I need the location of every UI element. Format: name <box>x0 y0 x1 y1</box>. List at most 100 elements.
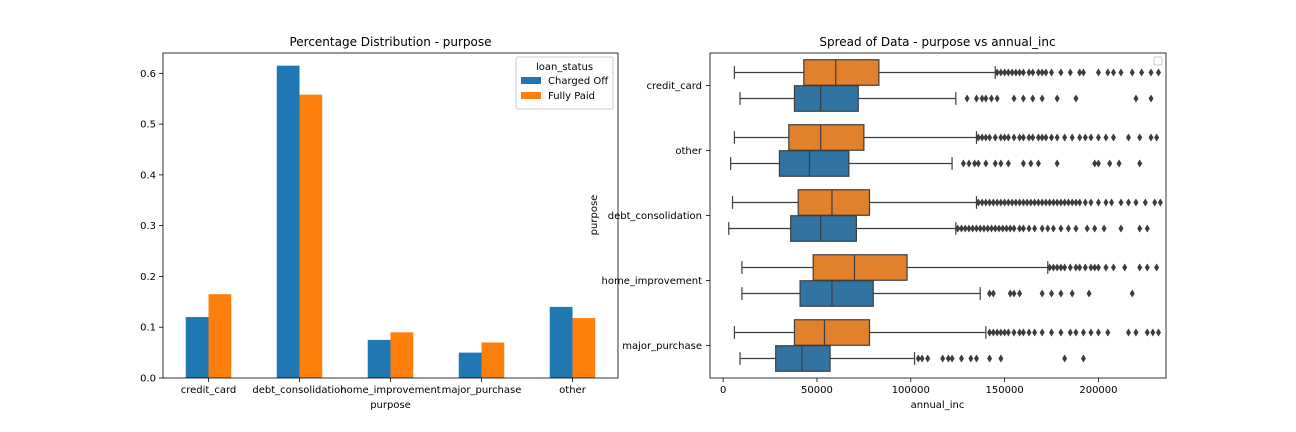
box-home_improvement-fully-paid-outlier <box>1073 263 1079 272</box>
box-debt_consolidation-fully-paid-outlier <box>1103 198 1109 207</box>
box-other-charged-off-outlier <box>1054 159 1060 168</box>
box-other-fully-paid-outlier <box>1039 133 1045 142</box>
box-chart-title: Spread of Data - purpose vs annual_inc <box>819 35 1055 49</box>
box-major_purchase-fully-paid-outlier <box>1088 328 1094 337</box>
box-debt_consolidation-charged-off-outlier <box>1101 224 1107 233</box>
box-major_purchase-charged-off-outlier <box>958 354 964 363</box>
box-credit_card-fully-paid-outlier <box>1020 68 1026 77</box>
box-other-fully-paid-outlier <box>1002 133 1008 142</box>
box-credit_card-fully-paid-outlier <box>998 68 1004 77</box>
box-major_purchase-fully-paid-outlier <box>1005 328 1011 337</box>
bar-home_improvement-charged-off <box>367 339 391 378</box>
box-debt_consolidation-charged-off-outlier <box>1026 224 1032 233</box>
box-credit_card-fully-paid-outlier <box>1148 68 1154 77</box>
box-debt_consolidation-charged-off-outlier <box>1017 224 1023 233</box>
box-other-charged-off-outlier <box>1095 159 1101 168</box>
box-home_improvement-fully-paid-iqr <box>812 254 908 281</box>
box-home_improvement-fully-paid-outlier <box>1092 263 1098 272</box>
box-other-fully-paid-outlier <box>987 133 993 142</box>
x-tick-label: 200000 <box>1079 385 1117 396</box>
box-debt_consolidation-fully-paid-outlier <box>1069 198 1075 207</box>
y-tick-label: other <box>675 146 703 157</box>
x-tick-label: 150000 <box>986 385 1024 396</box>
bar-major_purchase-charged-off <box>458 352 482 378</box>
legend-swatch <box>521 77 541 84</box>
box-debt_consolidation-fully-paid-outlier <box>1013 198 1019 207</box>
box-major_purchase-fully-paid-outlier <box>1144 328 1150 337</box>
box-major_purchase-fully-paid-outlier <box>1073 328 1079 337</box>
box-major_purchase-fully-paid-outlier <box>1020 328 1026 337</box>
box-other-fully-paid-outlier <box>1054 133 1060 142</box>
box-major_purchase-charged-off-outlier <box>925 354 931 363</box>
box-credit_card-fully-paid-outlier <box>1080 68 1086 77</box>
box-credit_card-charged-off-iqr <box>793 85 859 112</box>
box-home_improvement-charged-off-outlier <box>990 289 996 298</box>
box-debt_consolidation-charged-off-outlier <box>1011 224 1017 233</box>
box-other-fully-paid-outlier <box>1110 133 1116 142</box>
box-debt_consolidation-charged-off-outlier <box>1144 224 1150 233</box>
bar-credit_card-charged-off <box>185 317 209 378</box>
box-home_improvement-fully-paid-outlier <box>1054 263 1060 272</box>
box-other-fully-paid-iqr <box>788 124 865 151</box>
box-credit_card-fully-paid-outlier <box>1035 68 1041 77</box>
box-debt_consolidation-fully-paid-outlier <box>1017 198 1023 207</box>
box-other-charged-off-outlier <box>972 159 978 168</box>
box-other-charged-off-outlier <box>983 159 989 168</box>
box-home_improvement-fully-paid-outlier <box>1062 263 1068 272</box>
box-other-charged-off-outlier <box>1035 159 1041 168</box>
box-other-fully-paid-outlier <box>975 133 981 142</box>
box-debt_consolidation-charged-off-outlier <box>981 224 987 233</box>
box-debt_consolidation-charged-off-outlier <box>1058 224 1064 233</box>
box-credit_card-fully-paid-outlier <box>1026 68 1032 77</box>
box-home_improvement-charged-off-outlier <box>1069 289 1075 298</box>
bar-credit_card-fully-paid <box>208 294 232 378</box>
bar-other-fully-paid <box>572 318 596 378</box>
box-home_improvement-charged-off-outlier <box>1011 289 1017 298</box>
box-other-charged-off-outlier <box>1028 159 1034 168</box>
box-credit_card-fully-paid-outlier <box>1009 68 1015 77</box>
box-other-charged-off-outlier <box>998 159 1004 168</box>
box-major_purchase-fully-paid-outlier <box>1067 328 1073 337</box>
box-major_purchase-fully-paid-outlier <box>1095 328 1101 337</box>
box-credit_card-charged-off-outlier <box>973 94 979 103</box>
box-major_purchase-charged-off-outlier <box>998 354 1004 363</box>
box-debt_consolidation-fully-paid-outlier <box>987 198 993 207</box>
box-major_purchase-fully-paid-outlier <box>1058 328 1064 337</box>
box-credit_card-fully-paid-outlier <box>1049 68 1055 77</box>
box-credit_card-fully-paid-outlier <box>1043 68 1049 77</box>
box-debt_consolidation-charged-off-outlier <box>977 224 983 233</box>
box-other-fully-paid-outlier <box>1005 133 1011 142</box>
box-home_improvement-fully-paid-outlier <box>1050 263 1056 272</box>
box-debt_consolidation-charged-off-outlier <box>955 224 961 233</box>
box-debt_consolidation-fully-paid-outlier <box>1002 198 1008 207</box>
box-major_purchase-fully-paid-outlier <box>990 328 996 337</box>
box-debt_consolidation-charged-off-outlier <box>1000 224 1006 233</box>
box-home_improvement-charged-off-iqr <box>799 280 874 307</box>
y-tick-label: 0.4 <box>140 170 156 181</box>
legend-label: Charged Off <box>548 76 609 87</box>
box-other-charged-off-outlier <box>1005 159 1011 168</box>
legend-swatch <box>521 92 541 99</box>
box-debt_consolidation-charged-off-outlier <box>1003 224 1009 233</box>
box-home_improvement-charged-off-outlier <box>1039 289 1045 298</box>
box-home_improvement-fully-paid-outlier <box>1095 263 1101 272</box>
bar-major_purchase-fully-paid <box>481 342 505 378</box>
box-debt_consolidation-fully-paid-outlier <box>1077 198 1083 207</box>
box-home_improvement-fully-paid-outlier <box>1058 263 1064 272</box>
box-home_improvement-charged-off-outlier <box>987 289 993 298</box>
box-major_purchase-charged-off-outlier <box>1080 354 1086 363</box>
box-other-charged-off-outlier <box>1116 159 1122 168</box>
box-credit_card-fully-paid-outlier <box>1005 68 1011 77</box>
box-debt_consolidation-charged-off-outlier <box>1118 224 1124 233</box>
box-other-charged-off-outlier <box>1137 159 1143 168</box>
box-major_purchase-fully-paid-outlier <box>1032 328 1038 337</box>
box-debt_consolidation-charged-off-outlier <box>1084 224 1090 233</box>
box-major_purchase-charged-off-outlier <box>940 354 946 363</box>
box-major_purchase-charged-off-outlier <box>987 354 993 363</box>
box-credit_card-charged-off-outlier <box>988 94 994 103</box>
bar-debt_consolidation-fully-paid <box>299 94 323 378</box>
box-debt_consolidation-charged-off-outlier <box>1065 224 1071 233</box>
box-debt_consolidation-charged-off-outlier <box>996 224 1002 233</box>
box-other-fully-paid-outlier <box>1020 133 1026 142</box>
box-debt_consolidation-charged-off-iqr <box>790 215 857 242</box>
